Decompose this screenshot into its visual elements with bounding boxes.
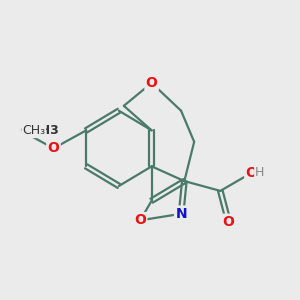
Text: O: O: [134, 213, 146, 227]
Text: CH₃: CH₃: [22, 124, 46, 137]
Text: O: O: [146, 76, 158, 90]
Text: OCH3: OCH3: [21, 124, 59, 137]
Text: N: N: [175, 207, 187, 221]
Text: O: O: [245, 166, 257, 180]
Text: O: O: [48, 141, 59, 155]
Text: H: H: [255, 167, 264, 179]
Text: O: O: [223, 215, 235, 229]
